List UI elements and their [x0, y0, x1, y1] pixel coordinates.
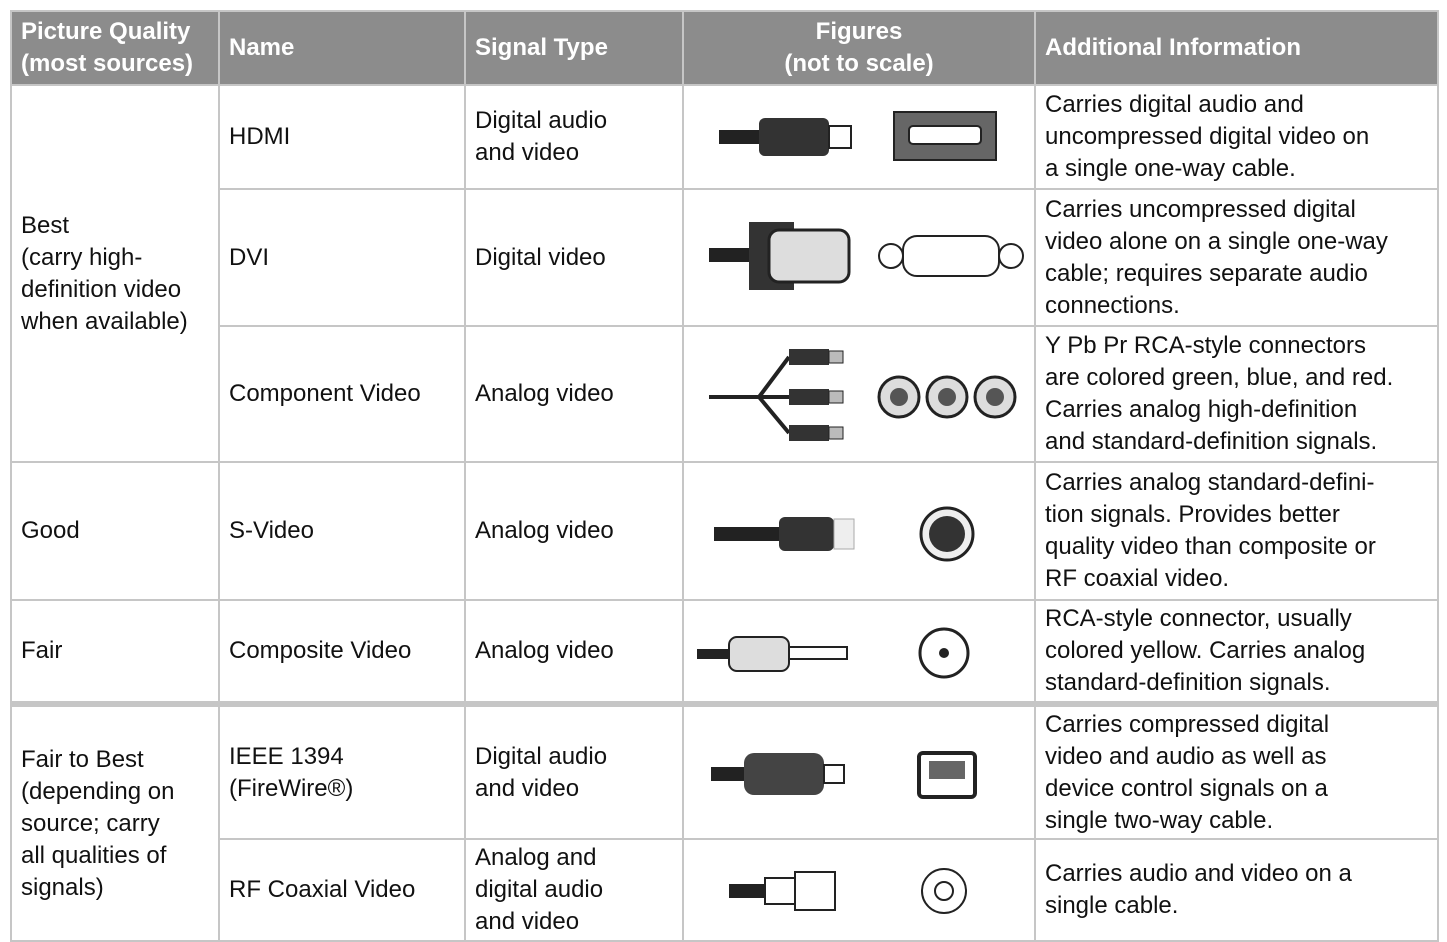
header-cell: Additional Information — [1034, 10, 1439, 86]
signal-cell: Analog video — [464, 599, 684, 705]
quality-cell: Good — [10, 461, 220, 601]
name-cell: Composite Video — [218, 599, 466, 705]
info-cell: Carries compressed digital video and aud… — [1034, 701, 1439, 840]
connector-figure — [709, 222, 1024, 290]
signal-cell: Analog and digital audio and video — [464, 838, 684, 942]
table-row: Good S-Video Analog video Carries analog st… — [10, 461, 1439, 601]
connector-figure — [719, 111, 997, 161]
table-row: Best (carry high- definition video when … — [10, 84, 1439, 463]
info-cell: Carries analog standard-defini- tion sig… — [1034, 461, 1439, 601]
connector-figure — [711, 751, 977, 799]
connector-figure — [697, 627, 970, 679]
figure-cell — [682, 84, 1036, 190]
info-cell: Carries uncompressed digital video alone… — [1034, 188, 1439, 327]
name-cell: HDMI — [218, 84, 466, 190]
signal-cell: Analog video — [464, 325, 684, 463]
signal-cell: Digital audio and video — [464, 84, 684, 190]
table-body: Best (carry high- definition video when … — [10, 84, 1439, 942]
quality-cell: Fair — [10, 599, 220, 705]
table-row: DVI Digital video Carries uncompressed dig… — [11, 188, 1439, 327]
header-cell: Figures (not to scale) — [682, 10, 1036, 86]
name-cell: DVI — [218, 188, 466, 327]
table-row: Component Video Analog video Y Pb Pr RCA-s… — [11, 325, 1439, 463]
connection-table: Picture Quality (most sources) Name Signal… — [10, 10, 1439, 942]
quality-cell: Best (carry high- definition video when … — [10, 84, 220, 463]
figure-cell — [682, 701, 1036, 840]
info-cell: RCA-style connector, usually colored yel… — [1034, 599, 1439, 705]
name-cell: IEEE 1394 (FireWire®) — [218, 701, 466, 840]
header-row: Picture Quality (most sources) Name Signal… — [10, 10, 1439, 86]
table-row: Fair Composite Video Analog video RCA-style… — [10, 599, 1439, 705]
signal-cell: Digital audio and video — [464, 701, 684, 840]
signal-cell: Digital video — [464, 188, 684, 327]
quality-cell: Fair to Best (depending on source; carry… — [10, 701, 220, 942]
header-cell: Signal Type — [464, 10, 684, 86]
info-cell: Y Pb Pr RCA-style connectors are colored… — [1034, 325, 1439, 463]
signal-cell: Analog video — [464, 461, 684, 601]
table-row: RF Coaxial Video Analog and digital audio… — [11, 838, 1439, 942]
info-cell: Carries digital audio and uncompressed d… — [1034, 84, 1439, 190]
connector-figure — [714, 506, 975, 562]
figure-cell — [682, 461, 1036, 601]
name-cell: RF Coaxial Video — [218, 838, 466, 942]
table-row: Fair to Best (depending on source; carry… — [10, 701, 1439, 942]
figure-cell — [682, 838, 1036, 942]
figure-cell — [682, 325, 1036, 463]
header-cell: Picture Quality (most sources) — [10, 10, 220, 86]
name-cell: S-Video — [218, 461, 466, 601]
connector-figure — [709, 349, 1017, 441]
figure-cell — [682, 599, 1036, 705]
info-cell: Carries audio and video on a single cabl… — [1034, 838, 1439, 942]
figure-cell — [682, 188, 1036, 327]
name-cell: Component Video — [218, 325, 466, 463]
connector-figure — [729, 868, 967, 914]
header-cell: Name — [218, 10, 466, 86]
